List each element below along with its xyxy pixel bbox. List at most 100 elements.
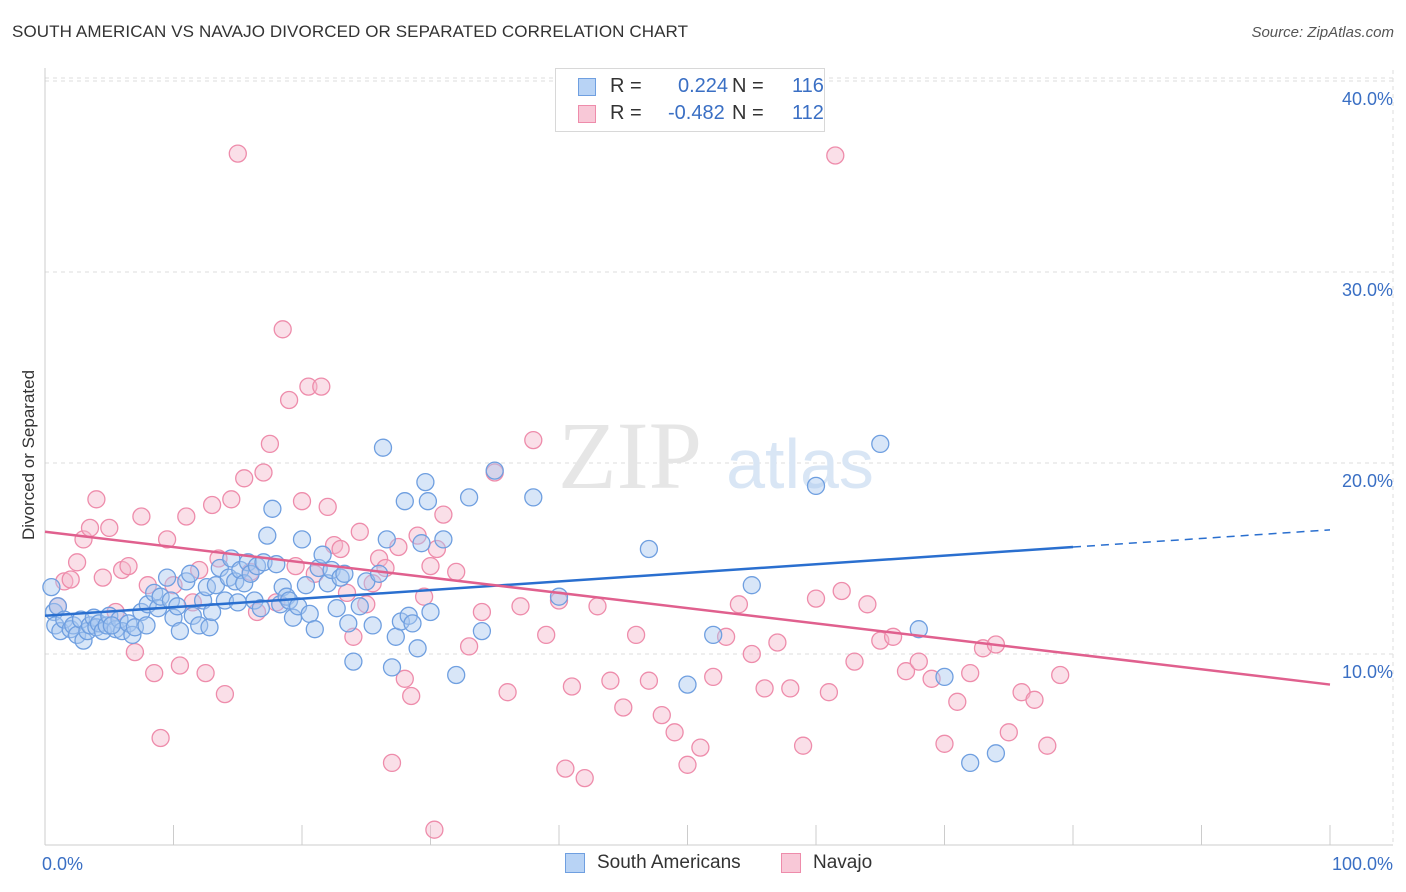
south-american-point bbox=[412, 534, 431, 553]
navajo-point bbox=[601, 671, 620, 690]
navajo-point bbox=[273, 320, 292, 339]
navajo-point bbox=[318, 497, 337, 517]
bottom-legend-label: South Americans bbox=[597, 852, 741, 873]
navajo-point bbox=[498, 683, 517, 702]
navajo-point bbox=[87, 490, 106, 509]
south-american-point bbox=[292, 530, 312, 549]
navajo-point bbox=[588, 597, 607, 616]
navajo-point bbox=[858, 595, 877, 614]
navajo-point bbox=[369, 549, 389, 568]
y-axis-label: Divorced or Separated bbox=[19, 370, 38, 540]
navajo-point bbox=[639, 671, 659, 690]
legend-r-value: -0.482 bbox=[668, 102, 725, 124]
navajo-point bbox=[459, 637, 479, 656]
legend-r-label: R = bbox=[610, 75, 642, 97]
south-american-point bbox=[416, 472, 435, 492]
navajo-point bbox=[575, 768, 594, 788]
south-american-point bbox=[403, 614, 422, 633]
south-american-point bbox=[459, 488, 479, 507]
navajo-point bbox=[177, 507, 196, 526]
legend-swatch-blue bbox=[578, 78, 596, 96]
navajo-point bbox=[279, 390, 299, 410]
navajo-point bbox=[472, 602, 492, 622]
south-american-point bbox=[549, 587, 569, 606]
axes bbox=[44, 68, 1393, 846]
x-tick-label: 100.0% bbox=[1332, 854, 1393, 874]
navajo-point bbox=[93, 568, 112, 587]
navajo-point bbox=[363, 574, 382, 593]
south-american-point bbox=[181, 564, 200, 583]
navajo-point bbox=[350, 522, 369, 541]
south-american-point bbox=[369, 564, 389, 583]
navajo-point bbox=[665, 723, 684, 742]
south-american-point bbox=[183, 606, 202, 625]
south-american-point bbox=[263, 499, 282, 518]
south-american-point bbox=[935, 667, 954, 687]
legend-n-label: N = bbox=[732, 102, 764, 124]
navajo-point bbox=[948, 692, 967, 711]
south-american-point bbox=[251, 599, 271, 618]
navajo-point bbox=[382, 753, 402, 773]
navajo-point bbox=[337, 583, 357, 603]
navajo-point bbox=[819, 683, 839, 702]
navajo-point bbox=[425, 820, 444, 839]
navajo-point bbox=[626, 625, 646, 645]
chart-source: Source: ZipAtlas.com bbox=[1251, 24, 1394, 41]
navajo-point bbox=[909, 652, 928, 671]
navajo-point bbox=[260, 434, 280, 454]
navajo-point bbox=[222, 490, 241, 509]
navajo-point bbox=[793, 736, 813, 755]
navajo-point bbox=[145, 663, 164, 683]
south-american-point bbox=[350, 597, 369, 616]
navajo-point bbox=[935, 734, 954, 753]
south-american-point bbox=[137, 616, 156, 635]
south-american-point bbox=[42, 577, 61, 597]
south-american-point bbox=[238, 553, 258, 572]
navajo-point bbox=[414, 587, 434, 606]
tick-labels: 10.0% 20.0% 30.0% 40.0% 0.0% 100.0% bbox=[42, 89, 1393, 874]
navajo-point bbox=[826, 146, 845, 165]
south-american-trend-line bbox=[44, 545, 1074, 618]
navajo-point bbox=[170, 656, 190, 675]
south-american-point bbox=[170, 621, 190, 641]
navajo-point bbox=[768, 633, 787, 652]
legend-r-value: 0.224 bbox=[678, 75, 729, 97]
watermark: ZIP atlas bbox=[558, 402, 874, 509]
south-american-point bbox=[226, 572, 245, 591]
navajo-point bbox=[395, 669, 414, 688]
navajo-point bbox=[1038, 736, 1057, 755]
navajo-point bbox=[961, 663, 980, 683]
south-american-point bbox=[472, 621, 492, 641]
navajo-point bbox=[344, 627, 363, 646]
navajo-point bbox=[729, 595, 749, 614]
south-american-point bbox=[339, 614, 358, 633]
navajo-point bbox=[704, 667, 723, 687]
south-american-point bbox=[524, 488, 543, 507]
y-tick-label: 30.0% bbox=[1342, 280, 1393, 300]
navajo-point bbox=[652, 705, 671, 725]
bottom-legend-label: Navajo bbox=[813, 852, 873, 873]
navajo-point bbox=[755, 679, 774, 698]
navajo-point bbox=[556, 759, 575, 778]
south-american-point bbox=[327, 599, 346, 618]
south-american-point bbox=[986, 744, 1006, 763]
south-american-point bbox=[235, 574, 254, 593]
navajo-point bbox=[157, 530, 177, 549]
navajo-point bbox=[299, 377, 318, 396]
south-american-point bbox=[408, 639, 427, 658]
navajo-point bbox=[254, 463, 273, 482]
south-american-point bbox=[434, 530, 453, 549]
south-american-point bbox=[373, 438, 393, 457]
navajo-point bbox=[228, 144, 247, 163]
watermark-zip: ZIP bbox=[558, 402, 702, 509]
navajo-point bbox=[845, 652, 864, 671]
navajo-point bbox=[691, 738, 710, 757]
navajo-point bbox=[209, 549, 228, 568]
navajo-point bbox=[125, 642, 145, 662]
south-american-point bbox=[704, 625, 723, 645]
navajo-point bbox=[357, 595, 376, 614]
south-american-point bbox=[157, 568, 177, 587]
watermark-atlas: atlas bbox=[726, 425, 874, 503]
south-american-point bbox=[961, 753, 980, 773]
south-american-point bbox=[871, 434, 890, 454]
